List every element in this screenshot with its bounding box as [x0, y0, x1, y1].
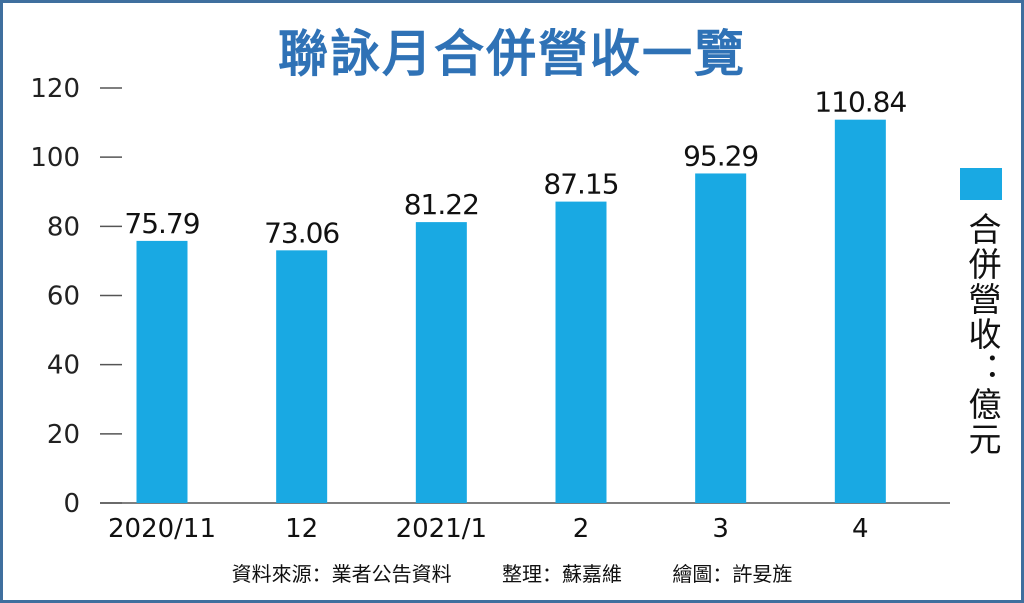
chart-title: 聯詠月合併營收一覽 [278, 25, 746, 83]
x-tick-label: 3 [712, 514, 729, 544]
illustrator-credit: 繪圖：許妟旌 [672, 562, 793, 586]
bar [136, 240, 188, 503]
x-tick-label: 2020/11 [108, 514, 216, 544]
source-credit: 資料來源：業者公告資料 [231, 562, 452, 586]
y-tick-label: 20 [47, 420, 80, 450]
bar [555, 201, 607, 503]
x-tick-label: 2 [573, 514, 590, 544]
bar [695, 173, 747, 503]
bar [276, 250, 328, 503]
footer-credits: 資料來源：業者公告資料 整理：蘇嘉維 繪圖：許妟旌 [0, 558, 1024, 587]
y-tick-label: 40 [47, 351, 80, 381]
data-label: 81.22 [404, 188, 479, 221]
data-label: 95.29 [683, 139, 758, 172]
bar [415, 222, 467, 503]
x-tick-label: 12 [285, 514, 318, 544]
data-label: 87.15 [543, 168, 618, 201]
data-label: 73.06 [264, 216, 339, 249]
x-tick-label: 2021/1 [396, 514, 487, 544]
data-label: 110.84 [814, 86, 906, 119]
y-tick-label: 100 [30, 143, 80, 173]
y-axis: 0 20 40 60 80 100 120 [30, 74, 950, 519]
bar [834, 119, 886, 503]
y-tick-label: 120 [30, 74, 80, 104]
bars [136, 119, 886, 503]
data-labels: 75.79 73.06 81.22 87.15 95.29 110.84 [124, 86, 907, 250]
data-label: 75.79 [124, 207, 199, 240]
y-tick-label: 60 [47, 282, 80, 312]
x-tick-label: 4 [852, 514, 869, 544]
y-tick-label: 0 [63, 489, 80, 519]
x-axis: 2020/11 12 2021/1 2 3 4 [108, 514, 869, 544]
y-tick-label: 80 [47, 212, 80, 242]
editor-credit: 整理：蘇嘉維 [502, 562, 622, 586]
legend-label: 合併營收：億元 [963, 212, 1002, 457]
legend-swatch [960, 168, 1002, 200]
